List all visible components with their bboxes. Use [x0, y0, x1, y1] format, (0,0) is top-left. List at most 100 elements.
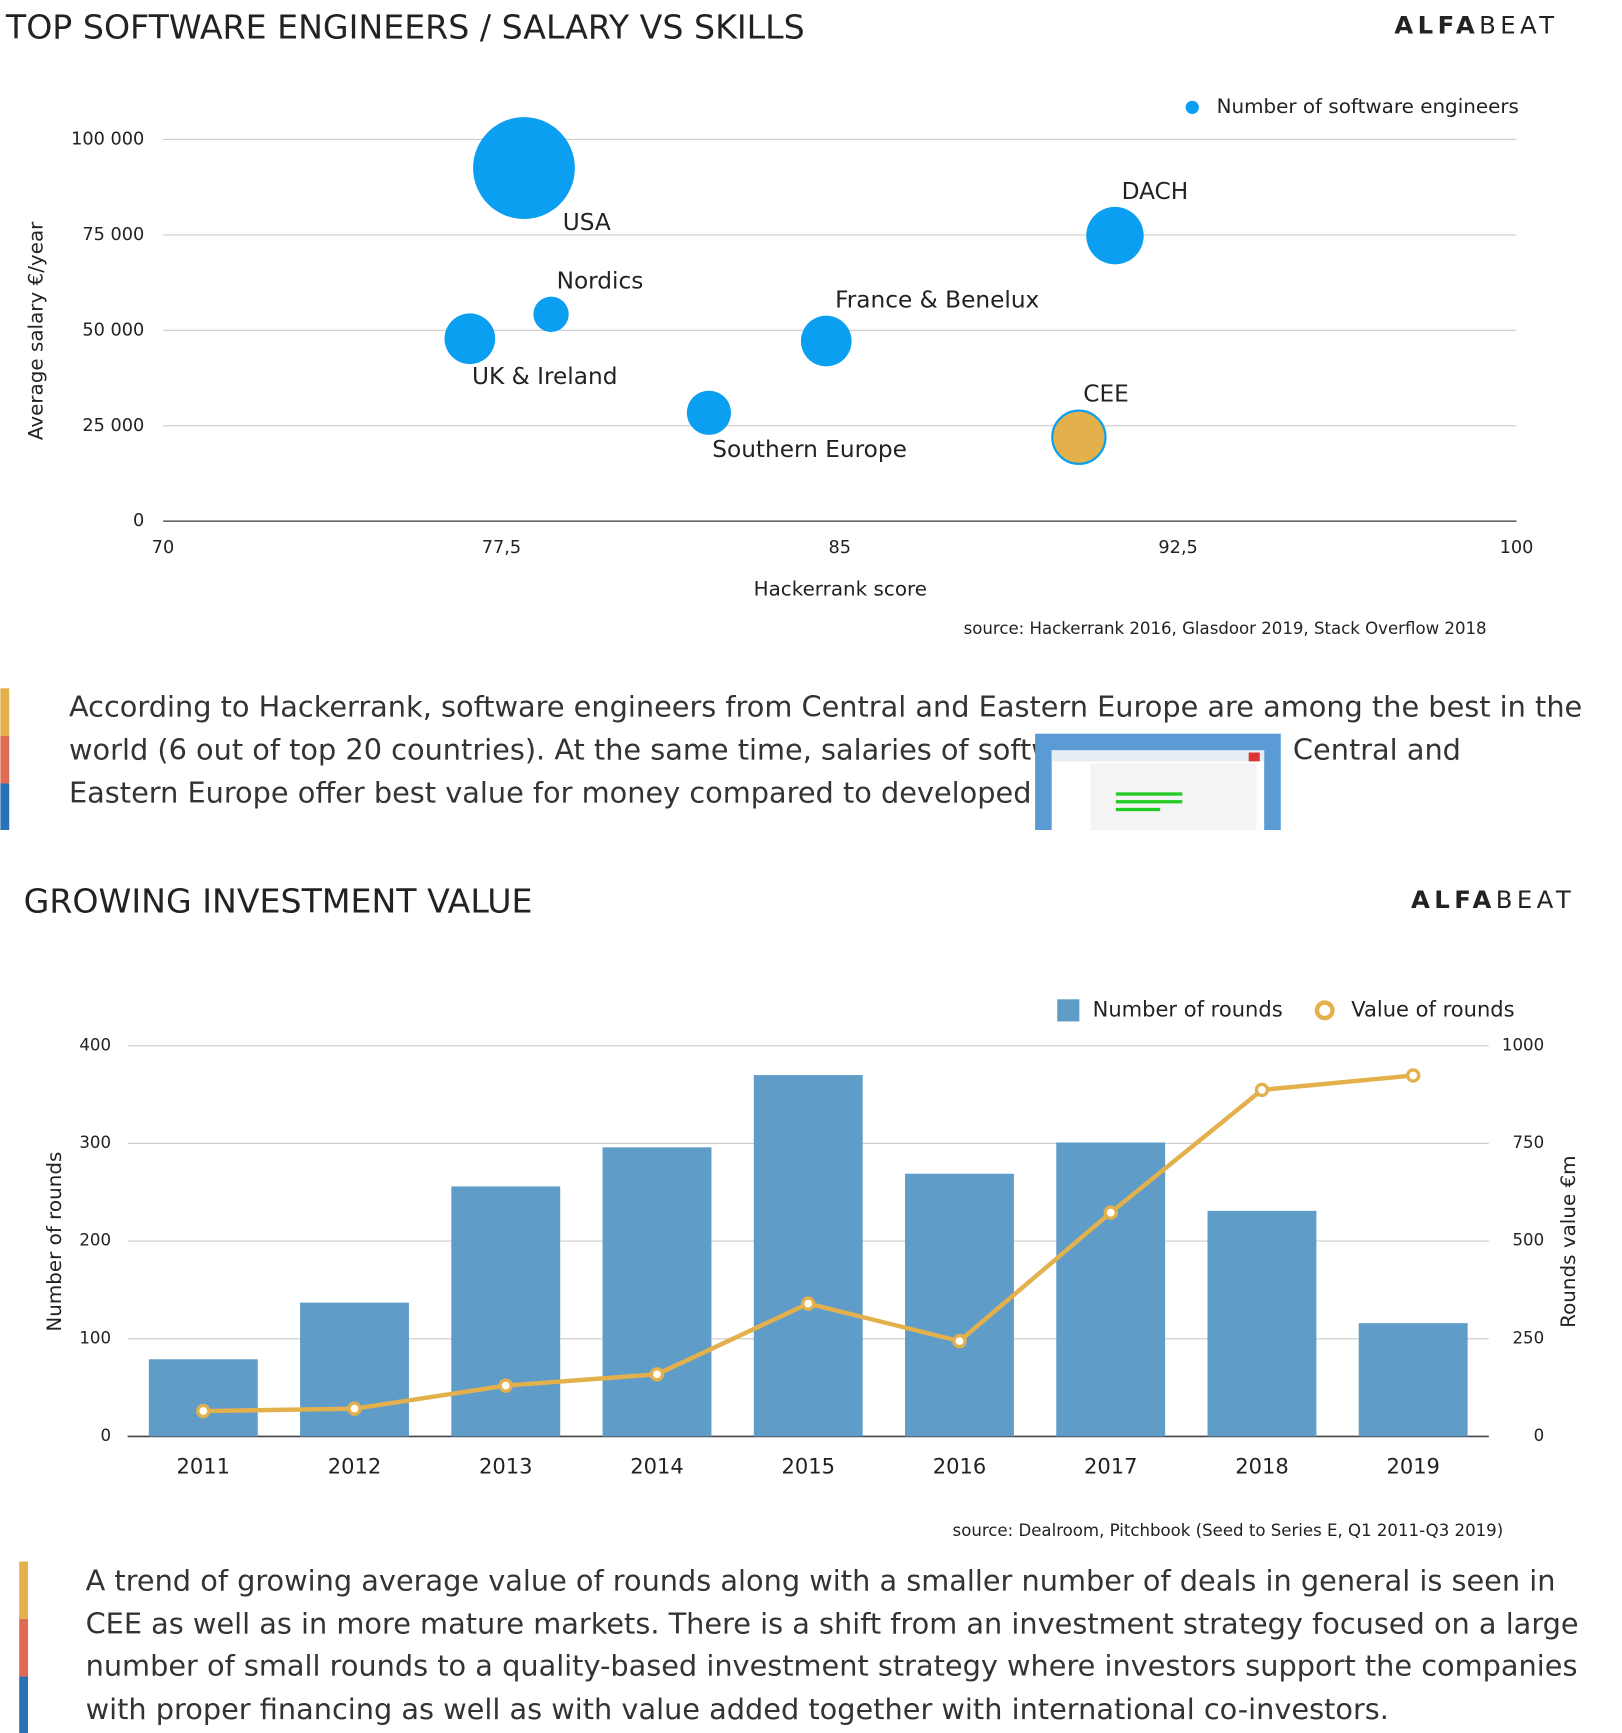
thumbnail-line: [1115, 800, 1183, 804]
brand-light: BEAT: [1496, 885, 1575, 914]
paragraph-line: According to Hackerrank, software engine…: [69, 689, 1582, 723]
legend-label: Value of rounds: [1351, 996, 1514, 1021]
legend-label: Number of software engineers: [1217, 95, 1519, 118]
chart-title: TOP SOFTWARE ENGINEERS / SALARY VS SKILL…: [5, 7, 805, 46]
stripe: [19, 1676, 29, 1733]
thumbnail-toolbar: [1051, 750, 1265, 762]
bubble-label: France & Benelux: [835, 287, 1039, 314]
brand-bold: ALFA: [1394, 11, 1479, 40]
bar: [451, 1186, 561, 1437]
thumbnail-doc: [1090, 763, 1257, 830]
y2-tick-label: 750: [1512, 1133, 1544, 1152]
y2-tick-label: 250: [1512, 1328, 1544, 1347]
bubble: [473, 117, 575, 219]
brand-light: BEAT: [1479, 11, 1558, 40]
y-axis-title: Number of rounds: [43, 1152, 66, 1332]
paragraph-line: A trend of growing average value of roun…: [86, 1563, 1556, 1597]
y2-tick-label: 500: [1512, 1231, 1544, 1250]
y-axis-title: Average salary €/year: [24, 221, 47, 440]
stripe: [0, 783, 10, 830]
stripe: [0, 688, 10, 736]
bubble: [686, 390, 732, 435]
line-marker: [196, 1403, 211, 1419]
bubble: [533, 296, 569, 332]
bar: [1358, 1323, 1468, 1437]
brand: ALFABEAT: [1411, 885, 1575, 914]
bar: [1207, 1210, 1317, 1437]
bar: [753, 1075, 863, 1437]
line-marker: [1254, 1082, 1270, 1098]
x-tick-label: 70: [152, 538, 175, 558]
thumbnail-line: [1115, 792, 1183, 796]
x-axis-title: Hackerrank score: [754, 577, 927, 600]
bar: [300, 1302, 409, 1437]
bubble: [1051, 409, 1107, 465]
y-tick-label: 25 000: [82, 416, 144, 436]
paragraph-line: Eastern Europe offer best value for mone…: [69, 776, 1086, 810]
y-tick-label: 100: [79, 1328, 111, 1347]
x-tick-label: 2012: [328, 1453, 381, 1478]
source: source: Hackerrank 2016, Glasdoor 2019, …: [964, 619, 1487, 638]
x-tick-label: 2013: [479, 1453, 532, 1478]
bubble-label: USA: [563, 209, 611, 236]
legend-label: Number of rounds: [1093, 996, 1283, 1021]
legend-marker: [1314, 1000, 1335, 1021]
line-marker: [498, 1378, 513, 1393]
chart-title: GROWING INVESTMENT VALUE: [24, 882, 533, 921]
bubble-label: UK & Ireland: [472, 363, 617, 390]
legend-marker: [1057, 999, 1080, 1022]
bar: [148, 1359, 258, 1437]
x-tick-label: 2011: [177, 1453, 230, 1478]
bubble: [800, 315, 852, 367]
y-tick-label: 400: [79, 1035, 111, 1054]
paragraph-line: Central and: [1293, 732, 1461, 766]
stripe: [19, 1619, 29, 1677]
paragraph-line: with proper financing as well as with va…: [86, 1692, 1389, 1726]
y-tick-label: 200: [79, 1231, 111, 1250]
line-marker: [952, 1333, 967, 1349]
y-tick-label: 0: [100, 1426, 111, 1445]
bar: [602, 1147, 712, 1437]
bubble-label: Nordics: [557, 268, 644, 295]
paragraph-line: CEE as well as in more mature markets. T…: [86, 1607, 1579, 1641]
x-tick-label: 100: [1500, 538, 1534, 558]
y-tick-label: 0: [133, 511, 144, 531]
thumbnail-line: [1115, 807, 1161, 812]
y-tick-label: 100 000: [71, 129, 144, 149]
x-tick-label: 92,5: [1158, 538, 1197, 558]
bubble: [1086, 206, 1144, 265]
y-tick-label: 300: [79, 1133, 111, 1152]
thumbnail[interactable]: [1035, 733, 1281, 830]
brand: ALFABEAT: [1394, 11, 1558, 40]
line-marker: [1103, 1205, 1118, 1220]
paragraph-line: world (6 out of top 20 countries). At th…: [69, 732, 1072, 766]
x-tick-label: 2016: [933, 1453, 986, 1478]
x-tick-label: 77,5: [482, 538, 521, 558]
brand-bold: ALFA: [1411, 885, 1496, 914]
bubble-label: CEE: [1083, 381, 1129, 408]
line-marker: [801, 1296, 816, 1311]
bubble: [444, 313, 496, 365]
bar: [905, 1173, 1014, 1437]
line-marker: [347, 1401, 362, 1416]
bar: [1056, 1142, 1166, 1437]
legend-marker: [1185, 100, 1199, 114]
line-marker: [1406, 1068, 1421, 1083]
y2-tick-label: 1000: [1502, 1035, 1544, 1054]
y-tick-label: 50 000: [82, 320, 144, 340]
source: source: Dealroom, Pitchbook (Seed to Ser…: [953, 1521, 1504, 1540]
x-tick-label: 2018: [1235, 1453, 1288, 1478]
x-tick-label: 2017: [1084, 1453, 1137, 1478]
y2-tick-label: 0: [1534, 1426, 1545, 1445]
line-marker: [649, 1367, 665, 1382]
stripe: [19, 1561, 29, 1620]
x-tick-label: 85: [829, 538, 852, 558]
stripe: [0, 735, 10, 784]
x-tick-label: 2014: [630, 1453, 683, 1478]
y-tick-label: 75 000: [82, 225, 144, 245]
paragraph-line: number of small rounds to a quality-base…: [86, 1649, 1578, 1683]
bubble-label: DACH: [1122, 178, 1189, 205]
x-tick-label: 2015: [781, 1453, 834, 1478]
x-tick-label: 2019: [1386, 1453, 1439, 1478]
